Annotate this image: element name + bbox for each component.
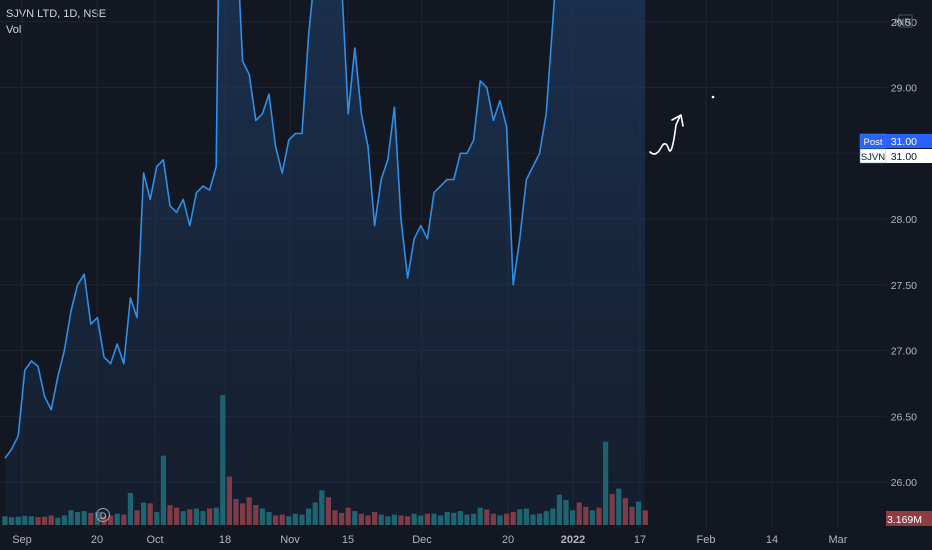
price-tick-label: 29.50 [891, 17, 917, 29]
price-area [4, 0, 646, 525]
chart-legend: SJVN LTD, 1D, NSE Vol [6, 6, 106, 38]
price-axis[interactable]: 26.0026.5027.0027.5028.0028.5029.0029.50… [886, 0, 932, 550]
drawing-annotations: D [96, 95, 715, 522]
time-tick-label: 2022 [561, 534, 585, 546]
symbol-badge-value-bg [886, 149, 932, 163]
price-tick-label: 28.00 [891, 214, 917, 226]
dividend-marker-icon [96, 508, 110, 522]
post-badge-value: 31.00 [891, 136, 917, 148]
price-axis-bg [886, 0, 932, 550]
dividend-marker-label: D [100, 511, 107, 521]
price-tick-label: 29.00 [891, 83, 917, 95]
time-tick-label: 17 [634, 534, 646, 546]
time-axis[interactable]: Sep 20 Oct 18 Nov 15 Dec 20 2022 17 Feb 14 Mar [0, 529, 932, 550]
time-tick-label: 15 [342, 534, 354, 546]
post-badge: Post 31.00 [859, 133, 932, 149]
symbol-badge-value: 31.00 [891, 151, 917, 163]
volume-badge: 3.169M [886, 511, 932, 526]
symbol-badge: SJVN 31.00 [859, 148, 932, 164]
time-tick-label: 20 [502, 534, 514, 546]
price-tick-label: 27.00 [891, 346, 917, 358]
time-tick-label: Dec [412, 534, 432, 546]
volume-badge-bg [886, 511, 932, 526]
price-tick-label: 26.00 [891, 477, 917, 489]
price-tick-label: 26.50 [891, 411, 917, 423]
annotation-dot [711, 95, 715, 99]
symbol-badge-label: SJVN [861, 152, 885, 163]
price-badges: Post 31.00 SJVN 31.00 3.169M [859, 133, 932, 526]
price-line [4, 0, 556, 459]
time-tick-label: Sep [12, 534, 32, 546]
time-axis-bg [0, 529, 932, 550]
time-tick-label: Mar [829, 534, 848, 546]
volume-indicator-label: Vol [6, 24, 22, 36]
breakout-arrow-stroke [649, 115, 681, 155]
price-area-fill [5, 0, 646, 525]
time-tick-label: 14 [766, 534, 778, 546]
price-tick-label: 27.50 [891, 280, 917, 292]
time-tick-label: Nov [280, 534, 300, 546]
time-tick-label: Feb [697, 534, 716, 546]
time-tick-label: Oct [146, 534, 163, 546]
post-badge-value-bg [886, 134, 932, 148]
post-badge-label: Post [863, 137, 882, 148]
symbol-title: SJVN LTD, 1D, NSE [6, 8, 107, 20]
currency-box [898, 14, 913, 28]
volume-badge-value: 3.169M [887, 514, 922, 526]
time-tick-label: 20 [91, 534, 103, 546]
time-tick-label: 18 [219, 534, 231, 546]
arrow-head-icon [671, 114, 684, 127]
currency-label: INR [895, 17, 912, 28]
